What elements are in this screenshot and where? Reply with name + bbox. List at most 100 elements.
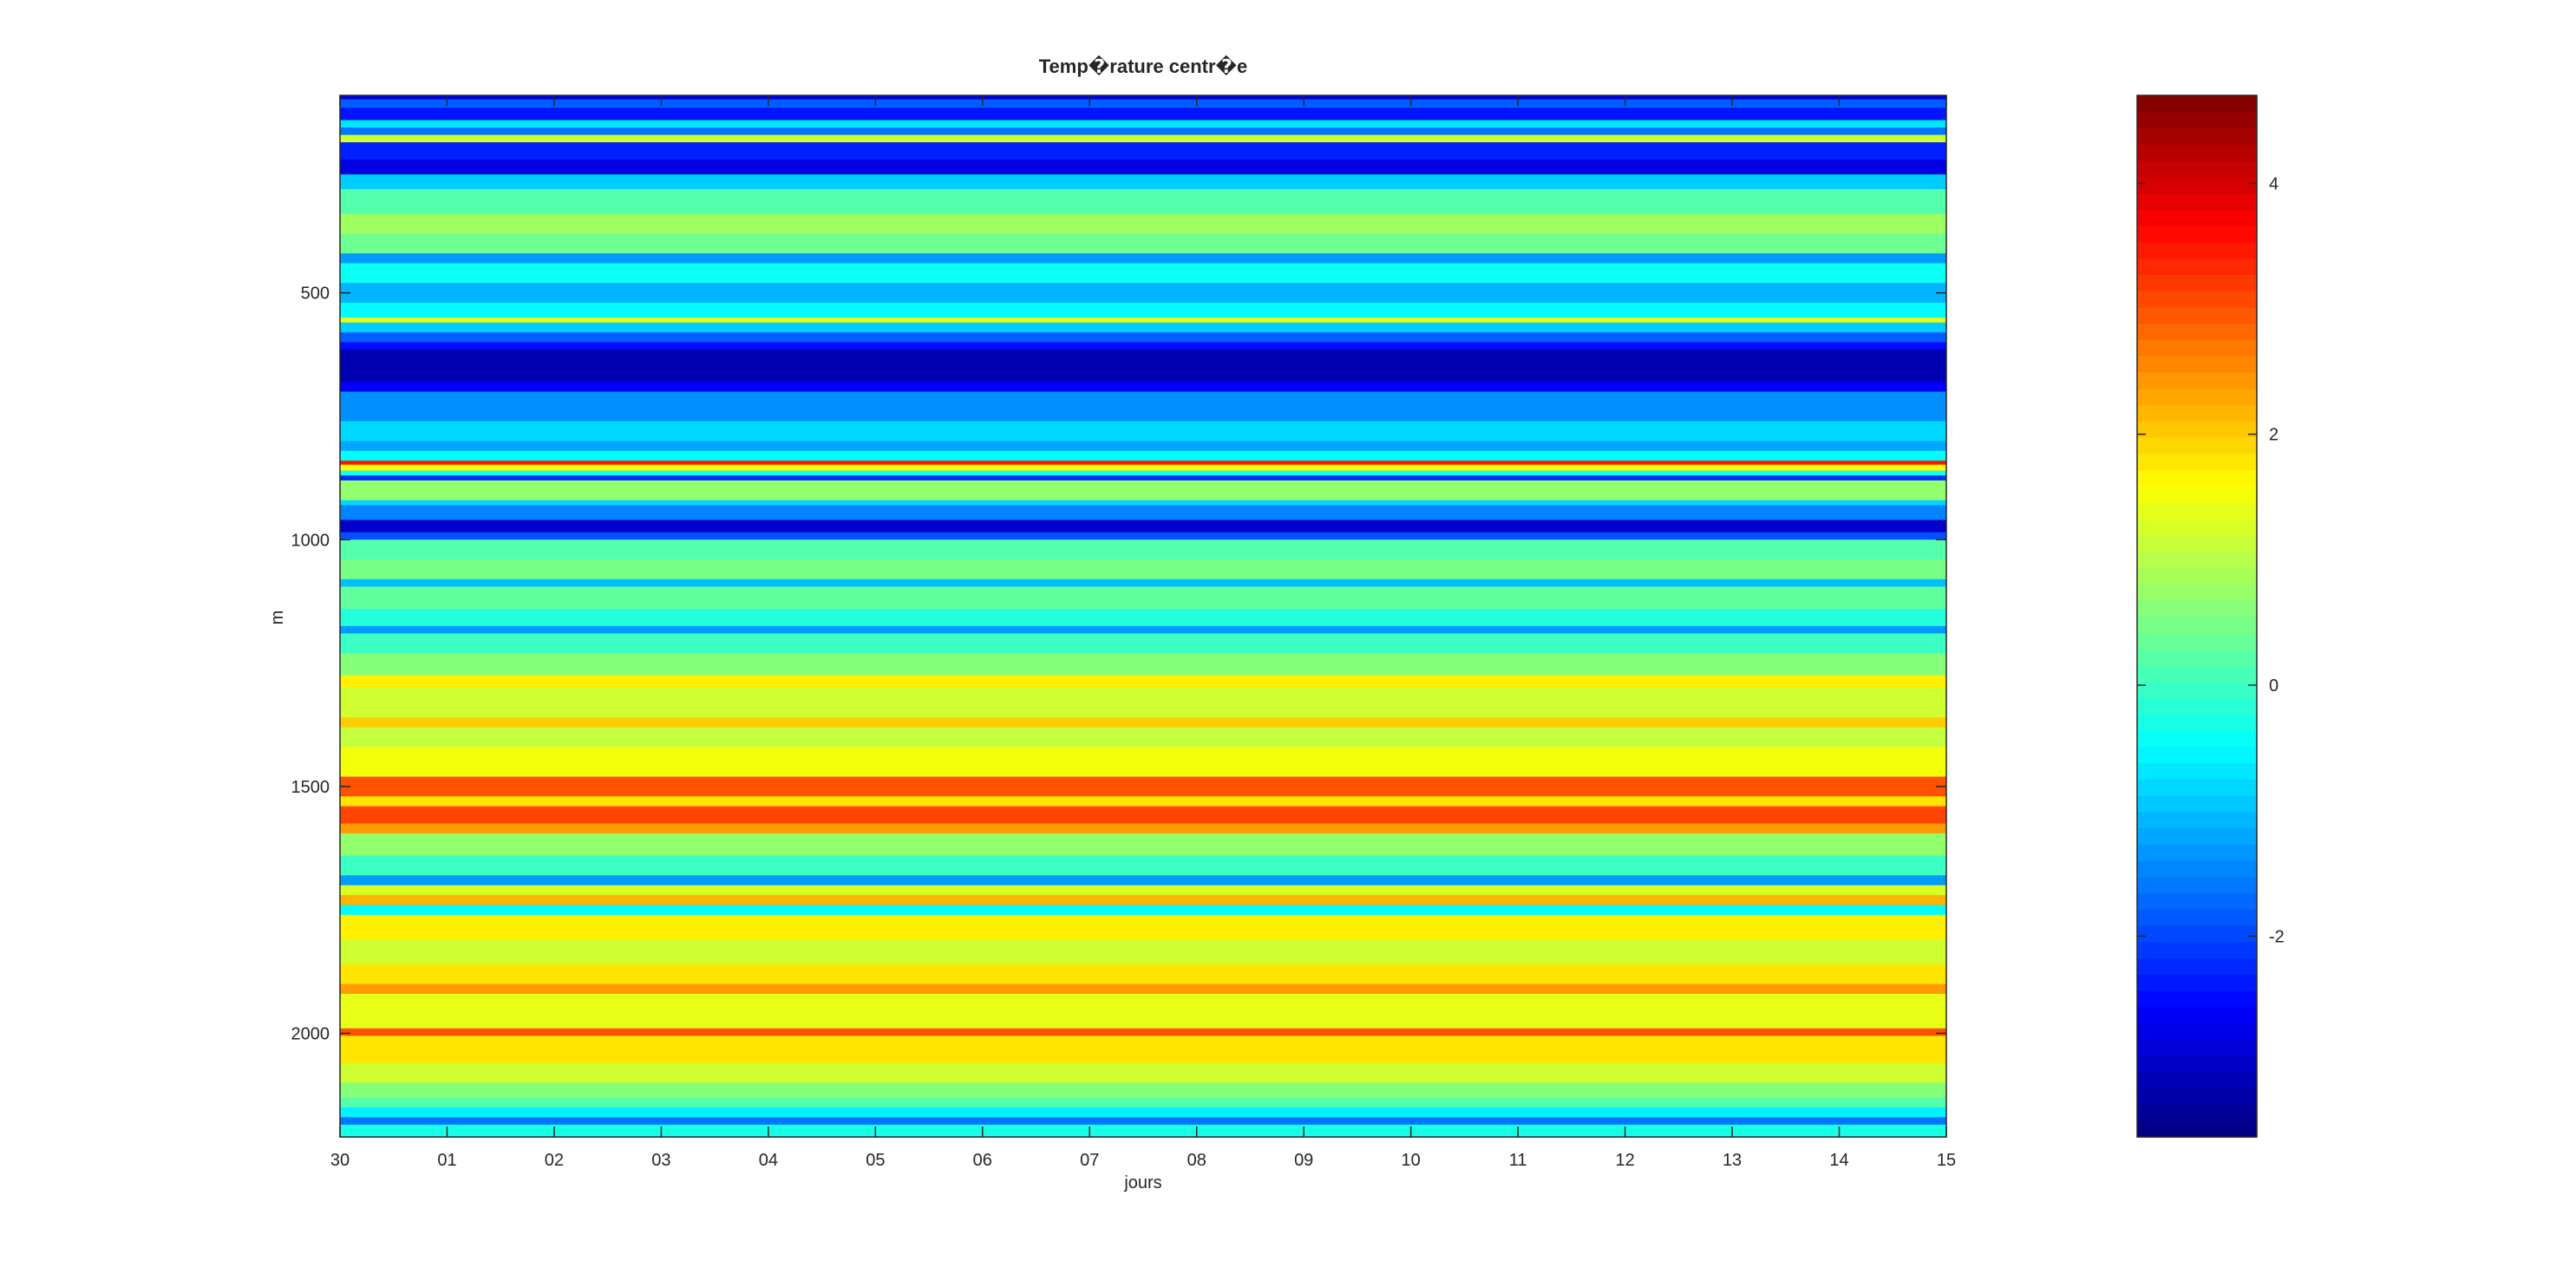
colorbar-step [2137, 990, 2257, 1008]
colorbar-step [2137, 551, 2257, 568]
heatmap-band [340, 500, 1946, 506]
colorbar-step [2137, 583, 2257, 601]
heatmap-band [340, 559, 1946, 580]
colorbar-step [2137, 1071, 2257, 1089]
colorbar-step [2137, 762, 2257, 780]
colorbar-step [2137, 144, 2257, 161]
colorbar-step [2137, 1022, 2257, 1041]
y-axis-label: m [268, 611, 287, 625]
colorbar-step [2137, 453, 2257, 471]
heatmap-band [340, 806, 1946, 825]
colorbar-step [2137, 502, 2257, 519]
heatmap-band [340, 350, 1946, 382]
heatmap-band [340, 993, 1946, 1029]
heatmap-band [340, 317, 1946, 323]
heatmap-band [340, 263, 1946, 284]
heatmap-band [340, 532, 1946, 540]
colorbar-step [2137, 714, 2257, 731]
colorbar-step [2137, 1039, 2257, 1056]
heatmap-band [340, 382, 1946, 393]
colorbar-step [2137, 388, 2257, 406]
colorbar-step [2137, 95, 2257, 113]
colorbar-step [2137, 681, 2257, 698]
x-tick-label: 13 [1723, 1151, 1742, 1170]
heatmap-band [340, 653, 1946, 676]
colorbar-step [2137, 274, 2257, 291]
colorbar-step [2137, 193, 2257, 210]
colorbar-step [2137, 844, 2257, 861]
colorbar-step [2137, 957, 2257, 975]
heatmap-band [340, 833, 1946, 857]
x-axis: 30 01 02 03 04 05 06 07 08 09 10 11 12 13 14 15 [330, 95, 1956, 1170]
colorbar-step [2137, 258, 2257, 276]
heatmap-band [340, 233, 1946, 254]
heatmap-band [340, 727, 1946, 748]
colorbar-step [2137, 306, 2257, 324]
colorbar-step [2137, 1055, 2257, 1073]
colorbar-step [2137, 1104, 2257, 1121]
y-tick-label: 1000 [291, 531, 330, 550]
heatmap-band [340, 134, 1946, 143]
colorbar-step [2137, 632, 2257, 650]
heatmap-band [340, 160, 1946, 175]
colorbar-axis: -2 0 2 4 [2137, 174, 2285, 946]
colorbar-step [2137, 859, 2257, 878]
heatmap-band [340, 253, 1946, 265]
heatmap-band [340, 823, 1946, 834]
heatmap-band [340, 127, 1946, 136]
heatmap-band [340, 342, 1946, 350]
colorbar-step [2137, 160, 2257, 178]
y-tick-label: 1500 [291, 778, 330, 797]
heatmap-band [340, 608, 1946, 627]
x-tick-label: 14 [1829, 1151, 1848, 1170]
colorbar-step [2137, 1120, 2257, 1138]
colorbar-step [2137, 241, 2257, 259]
heatmap-band [340, 391, 1946, 422]
colorbar-step [2137, 127, 2257, 145]
colorbar [2137, 95, 2257, 1138]
heatmap-band [340, 95, 1946, 101]
heatmap-band [340, 855, 1946, 876]
colorbar-step [2137, 649, 2257, 666]
colorbar-step [2137, 421, 2257, 438]
heatmap-band [340, 475, 1946, 481]
heatmap-band [340, 421, 1946, 442]
heatmap-band [340, 796, 1946, 807]
heatmap-band [340, 142, 1946, 160]
colorbar-step [2137, 567, 2257, 585]
heatmap-band [340, 747, 1946, 778]
x-tick-label: 11 [1509, 1151, 1527, 1170]
x-tick-label: 05 [866, 1151, 885, 1170]
heatmap-band [340, 625, 1946, 635]
plot-frame [339, 95, 1947, 1138]
colorbar-step [2137, 746, 2257, 763]
heatmap-band [340, 283, 1946, 304]
heatmap-band [340, 914, 1946, 940]
heatmap-band [340, 174, 1946, 190]
colorbar-step [2137, 779, 2257, 796]
x-tick-label: 03 [651, 1151, 670, 1170]
heatmap-band [340, 983, 1946, 995]
heatmap-band [340, 939, 1946, 965]
heatmap-band [340, 120, 1946, 128]
heatmap-band [340, 586, 1946, 610]
x-tick-label: 30 [330, 1151, 350, 1170]
heatmap-band [340, 717, 1946, 728]
heatmap-band [340, 505, 1946, 521]
colorbar-step [2137, 486, 2257, 503]
colorbar-step [2137, 404, 2257, 421]
heatmap-band [340, 480, 1946, 501]
x-tick-label: 15 [1937, 1151, 1956, 1170]
colorbar-step [2137, 941, 2257, 959]
heatmap-band [340, 1062, 1946, 1083]
colorbar-tick-label: -2 [2269, 927, 2285, 946]
colorbar-step [2137, 811, 2257, 829]
colorbar-step [2137, 437, 2257, 454]
y-tick-label: 500 [301, 284, 330, 304]
heatmap-band [340, 332, 1946, 343]
colorbar-step [2137, 729, 2257, 748]
heatmap-band [340, 1097, 1946, 1108]
colorbar-step [2137, 372, 2257, 389]
colorbar-tick-label: 4 [2269, 174, 2279, 193]
